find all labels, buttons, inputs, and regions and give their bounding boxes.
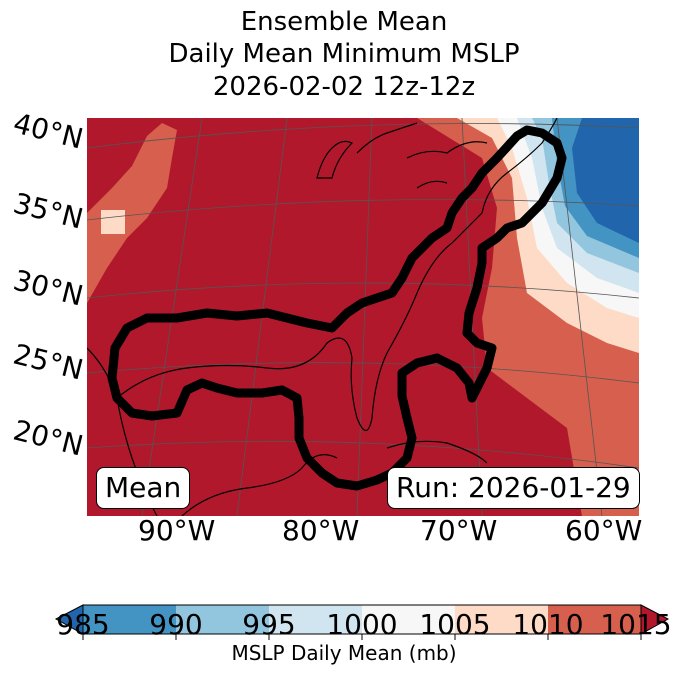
colorbar (54, 604, 670, 640)
pressure-patch-west (87, 123, 177, 303)
lon-label-70w: 70°W (420, 514, 498, 547)
lat-label-30: 30°N (10, 263, 87, 313)
colorbar-tick-1010: 1010 (512, 608, 584, 641)
colorbar-tick-1005: 1005 (419, 608, 491, 641)
title-line-2: Daily Mean Minimum MSLP (168, 39, 520, 69)
lon-label-60w: 60°W (565, 514, 643, 547)
pressure-map (87, 118, 639, 516)
colorbar-tick-1015: 1015 (600, 608, 672, 641)
colorbar-tick-990: 990 (149, 608, 203, 641)
colorbar-segment-1005-1010 (455, 605, 548, 634)
lat-label-20: 20°N (10, 413, 87, 463)
map-panel (87, 118, 639, 516)
colorbar-segment-995-1000 (269, 605, 362, 634)
contour-outline (107, 125, 567, 491)
colorbar-tick-1000: 1000 (326, 608, 398, 641)
colorbar-ticks (82, 634, 642, 640)
title-line-1: Ensemble Mean (240, 7, 448, 37)
colorbar-segment-1000-1005 (362, 605, 455, 634)
lon-label-90w: 90°W (138, 514, 216, 547)
colorbar-segment-990-995 (176, 605, 269, 634)
lat-label-40: 40°N (10, 106, 87, 156)
pressure-band-below-980 (572, 118, 639, 243)
colorbar-segment-985-990 (83, 605, 176, 634)
colorbar-tick-995: 995 (242, 608, 296, 641)
run-date-box: Run: 2026-01-29 (387, 467, 640, 509)
colorbar-segment-1010-1015 (548, 605, 641, 634)
lat-label-25: 25°N (10, 337, 87, 387)
colorbar-label: MSLP Daily Mean (mb) (231, 641, 457, 665)
lon-label-80w: 80°W (282, 514, 360, 547)
colorbar-tick-985: 985 (56, 608, 110, 641)
lat-label-35: 35°N (10, 186, 87, 236)
pressure-spot-west (101, 210, 125, 234)
mean-label-box: Mean (96, 467, 191, 509)
title-line-3: 2026-02-02 12z-12z (212, 72, 476, 102)
